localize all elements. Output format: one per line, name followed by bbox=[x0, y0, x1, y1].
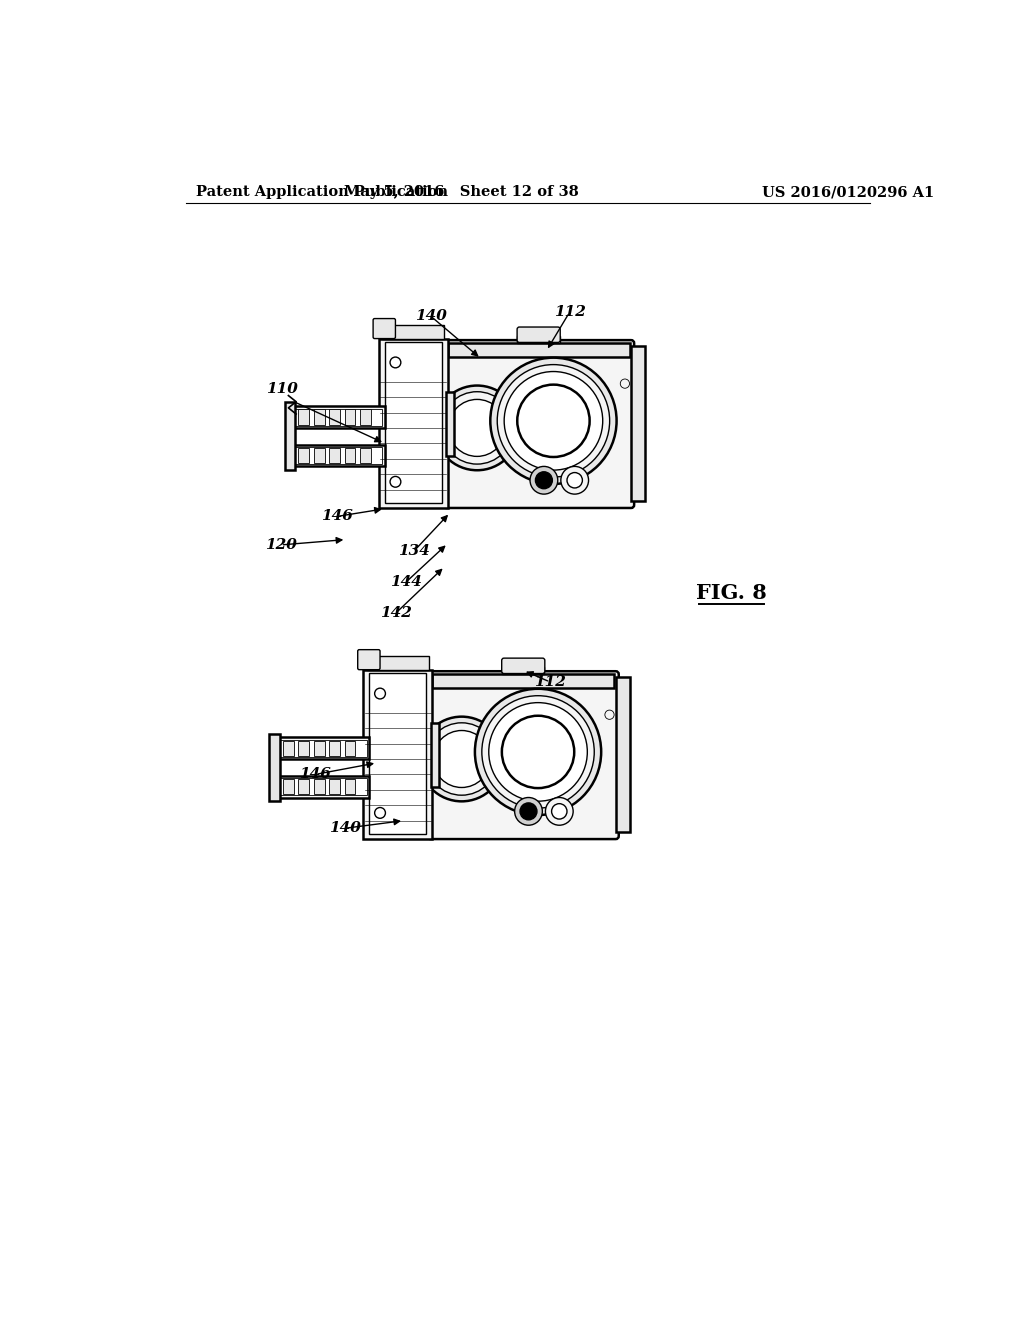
Bar bbox=[615, 677, 630, 832]
Bar bbox=[295, 409, 382, 425]
Text: 142: 142 bbox=[380, 606, 412, 619]
Bar bbox=[345, 447, 355, 463]
Bar bbox=[283, 779, 294, 795]
Circle shape bbox=[441, 392, 513, 465]
Text: 112: 112 bbox=[554, 305, 586, 319]
Circle shape bbox=[498, 364, 609, 477]
Bar bbox=[298, 447, 309, 463]
Bar bbox=[292, 407, 385, 428]
Text: 134: 134 bbox=[398, 544, 430, 558]
Bar bbox=[446, 392, 454, 457]
Circle shape bbox=[425, 723, 498, 795]
Circle shape bbox=[567, 473, 583, 488]
FancyBboxPatch shape bbox=[517, 327, 560, 342]
Bar bbox=[345, 779, 355, 795]
Bar bbox=[382, 325, 444, 339]
Circle shape bbox=[515, 797, 543, 825]
Circle shape bbox=[375, 808, 385, 818]
FancyBboxPatch shape bbox=[357, 649, 380, 669]
Text: FIG. 8: FIG. 8 bbox=[695, 583, 767, 603]
Text: Patent Application Publication: Patent Application Publication bbox=[196, 185, 449, 199]
Text: 140: 140 bbox=[329, 821, 360, 836]
Bar bbox=[330, 779, 340, 795]
Circle shape bbox=[621, 379, 630, 388]
Bar bbox=[280, 779, 367, 795]
FancyBboxPatch shape bbox=[422, 742, 438, 776]
Circle shape bbox=[504, 371, 603, 470]
FancyBboxPatch shape bbox=[373, 318, 395, 339]
Circle shape bbox=[605, 710, 614, 719]
Bar bbox=[298, 741, 309, 756]
Bar bbox=[502, 667, 545, 675]
Text: 144: 144 bbox=[390, 576, 422, 589]
Bar bbox=[269, 734, 280, 801]
Bar bbox=[330, 409, 340, 425]
Bar bbox=[276, 738, 370, 759]
Circle shape bbox=[490, 358, 616, 484]
Text: US 2016/0120296 A1: US 2016/0120296 A1 bbox=[762, 185, 934, 199]
Circle shape bbox=[390, 358, 400, 368]
Text: May 5, 2016   Sheet 12 of 38: May 5, 2016 Sheet 12 of 38 bbox=[344, 185, 579, 199]
Circle shape bbox=[488, 702, 588, 801]
Bar bbox=[330, 447, 340, 463]
Circle shape bbox=[375, 688, 385, 700]
Bar bbox=[345, 741, 355, 756]
FancyBboxPatch shape bbox=[443, 341, 634, 508]
Circle shape bbox=[482, 696, 594, 808]
Bar bbox=[313, 447, 325, 463]
Bar bbox=[313, 409, 325, 425]
Text: 146: 146 bbox=[299, 767, 332, 781]
FancyBboxPatch shape bbox=[502, 659, 545, 673]
Bar bbox=[292, 445, 385, 466]
Circle shape bbox=[561, 466, 589, 494]
Bar bbox=[517, 335, 560, 343]
Bar bbox=[385, 342, 441, 503]
Bar bbox=[631, 346, 645, 502]
Bar bbox=[313, 779, 325, 795]
Text: 120: 120 bbox=[265, 539, 297, 552]
Bar bbox=[298, 779, 309, 795]
Bar bbox=[283, 741, 294, 756]
Circle shape bbox=[419, 717, 504, 801]
Circle shape bbox=[520, 803, 537, 820]
Bar bbox=[360, 447, 371, 463]
Bar bbox=[313, 741, 325, 756]
Text: 112: 112 bbox=[535, 675, 566, 689]
Bar bbox=[367, 656, 429, 669]
Circle shape bbox=[390, 477, 400, 487]
Bar bbox=[280, 739, 367, 756]
Text: 146: 146 bbox=[321, 510, 353, 524]
Bar bbox=[295, 447, 382, 465]
Bar bbox=[345, 409, 355, 425]
FancyBboxPatch shape bbox=[438, 411, 454, 446]
Bar bbox=[431, 723, 438, 788]
Text: 140: 140 bbox=[415, 309, 446, 323]
Bar bbox=[298, 409, 309, 425]
Circle shape bbox=[433, 730, 490, 788]
Bar bbox=[360, 409, 371, 425]
Circle shape bbox=[435, 385, 519, 470]
Bar bbox=[276, 776, 370, 797]
Bar bbox=[379, 339, 447, 508]
Circle shape bbox=[475, 689, 601, 814]
FancyBboxPatch shape bbox=[428, 671, 618, 840]
Circle shape bbox=[552, 804, 567, 818]
Bar bbox=[432, 675, 614, 688]
Bar bbox=[447, 343, 630, 358]
Bar bbox=[330, 741, 340, 756]
Circle shape bbox=[536, 471, 552, 488]
Circle shape bbox=[530, 466, 558, 494]
Bar bbox=[364, 669, 432, 840]
Bar bbox=[370, 673, 426, 834]
Circle shape bbox=[517, 384, 590, 457]
Text: 110: 110 bbox=[265, 383, 297, 396]
Bar bbox=[285, 403, 295, 470]
Circle shape bbox=[546, 797, 573, 825]
Circle shape bbox=[449, 400, 506, 457]
Circle shape bbox=[502, 715, 574, 788]
